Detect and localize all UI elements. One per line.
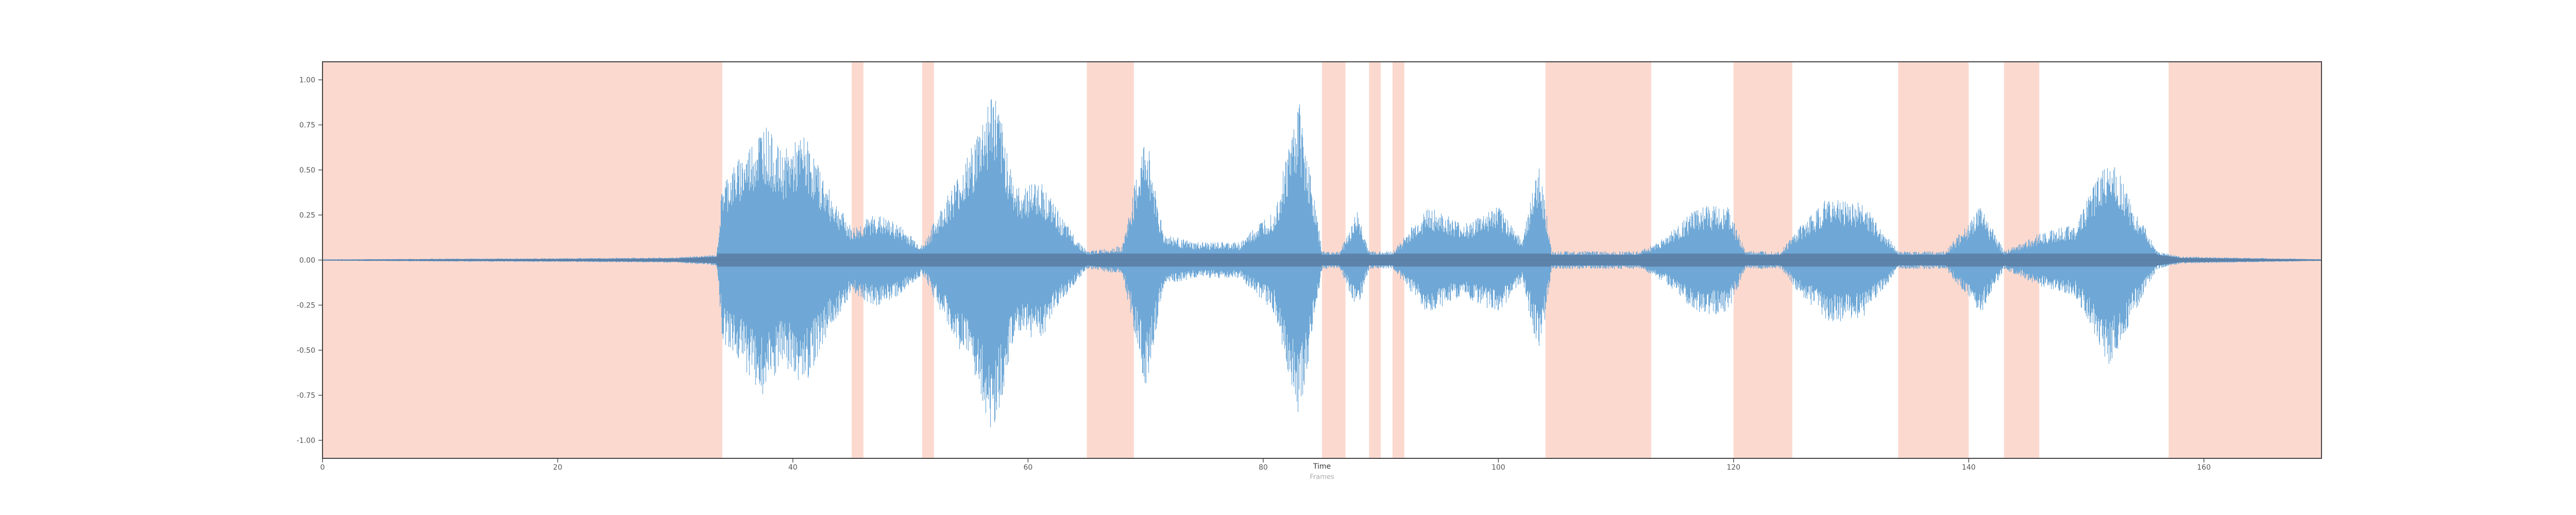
y-tick-label: 0.25 (299, 212, 315, 220)
x-axis-ticks: 0 20 40 60 80 100 120 140 160 (320, 458, 2211, 472)
x-tick-label: 100 (1492, 464, 1505, 472)
x-axis-subtitle: Frames (1310, 473, 1334, 481)
y-tick-label: -0.25 (297, 302, 315, 310)
y-tick-label: 0.50 (299, 166, 315, 175)
x-tick-label: 20 (553, 464, 563, 472)
x-tick-label: 140 (1962, 464, 1976, 472)
x-tick-label: 120 (1726, 464, 1740, 472)
y-tick-label: -0.50 (297, 347, 315, 355)
waveform (322, 99, 2322, 427)
y-axis-ticks: 1.00 0.75 0.50 0.25 0.00 -0.25 -0.50 -0.75 -1.00 (297, 76, 323, 445)
plot-frame (322, 61, 2322, 459)
y-tick-label: -0.75 (297, 392, 315, 400)
y-tick-label: 0.00 (299, 256, 315, 265)
x-tick-label: 0 (320, 464, 325, 472)
y-tick-label: 0.75 (299, 122, 315, 130)
x-axis-title: Time (1313, 462, 1331, 471)
x-tick-label: 80 (1259, 464, 1268, 472)
y-tick-label: 1.00 (299, 76, 315, 84)
x-tick-label: 40 (788, 464, 798, 472)
x-tick-label: 60 (1023, 464, 1032, 472)
y-tick-label: -1.00 (297, 437, 315, 445)
x-tick-label: 160 (2197, 464, 2211, 472)
